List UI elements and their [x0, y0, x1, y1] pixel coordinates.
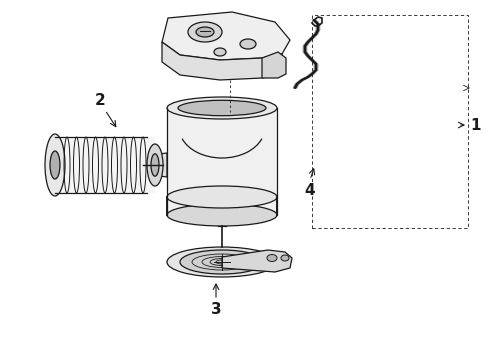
- Ellipse shape: [196, 27, 214, 37]
- Ellipse shape: [167, 97, 277, 119]
- Text: 1: 1: [471, 117, 481, 132]
- Ellipse shape: [178, 100, 266, 116]
- Ellipse shape: [267, 255, 277, 261]
- Polygon shape: [222, 250, 292, 272]
- Ellipse shape: [50, 151, 60, 179]
- Polygon shape: [151, 153, 167, 177]
- Bar: [167, 108, 277, 215]
- Text: 2: 2: [95, 93, 105, 108]
- Ellipse shape: [167, 247, 277, 277]
- Text: 4: 4: [305, 183, 315, 198]
- Ellipse shape: [240, 39, 256, 49]
- Ellipse shape: [281, 255, 289, 261]
- Ellipse shape: [180, 250, 264, 274]
- Text: 3: 3: [211, 302, 221, 318]
- Polygon shape: [162, 42, 282, 80]
- Ellipse shape: [188, 22, 222, 42]
- Ellipse shape: [146, 154, 156, 176]
- Ellipse shape: [147, 144, 163, 186]
- Bar: [312, 15, 468, 228]
- Bar: [55, 137, 155, 193]
- Ellipse shape: [214, 48, 226, 56]
- Polygon shape: [162, 12, 290, 60]
- Ellipse shape: [167, 204, 277, 226]
- Ellipse shape: [167, 186, 277, 208]
- Ellipse shape: [45, 134, 65, 196]
- Polygon shape: [262, 52, 286, 78]
- Ellipse shape: [151, 154, 159, 176]
